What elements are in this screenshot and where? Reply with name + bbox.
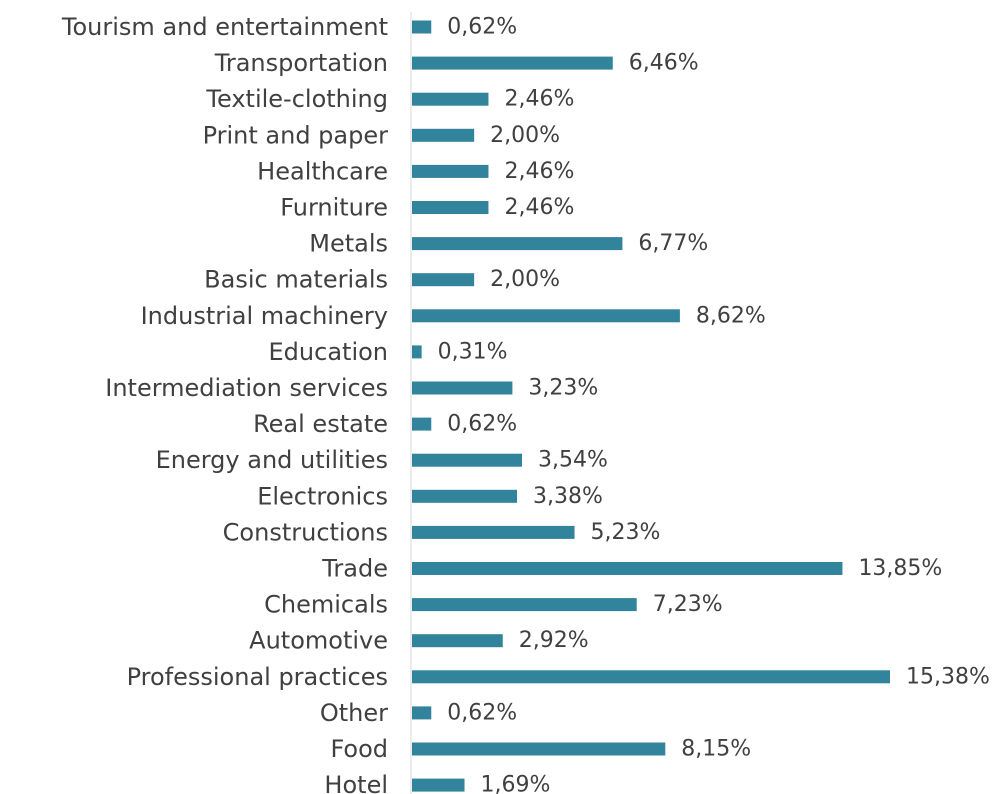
category-label-automotive: Automotive — [249, 627, 388, 655]
bar-intermediation-services — [412, 381, 513, 395]
category-label-tourism-and-entertainment: Tourism and entertainment — [61, 13, 388, 41]
category-label-healthcare: Healthcare — [257, 157, 388, 185]
category-label-transportation: Transportation — [214, 49, 388, 77]
bar-real-estate — [412, 417, 432, 431]
value-label-trade: 13,85% — [858, 556, 942, 581]
value-label-electronics: 3,38% — [533, 484, 603, 509]
bar-trade — [412, 562, 843, 575]
category-label-real-estate: Real estate — [253, 410, 388, 438]
category-label-hotel: Hotel — [324, 771, 388, 794]
bar-industrial-machinery — [412, 309, 680, 323]
category-label-chemicals: Chemicals — [264, 591, 388, 619]
category-label-professional-practices: Professional practices — [127, 663, 388, 691]
value-label-chemicals: 7,23% — [653, 592, 723, 617]
category-label-print-and-paper: Print and paper — [203, 121, 389, 149]
value-label-other: 0,62% — [447, 700, 517, 725]
bar-healthcare — [412, 164, 489, 178]
bar-print-and-paper — [412, 128, 475, 142]
value-label-real-estate: 0,62% — [447, 412, 517, 437]
value-label-textile-clothing: 2,46% — [504, 87, 574, 112]
bar-hotel — [412, 778, 465, 792]
value-label-hotel: 1,69% — [481, 773, 551, 794]
category-label-trade: Trade — [321, 555, 388, 583]
bar-food — [412, 742, 666, 756]
category-label-food: Food — [330, 735, 388, 763]
bar-constructions — [412, 525, 575, 539]
category-label-basic-materials: Basic materials — [204, 266, 388, 294]
category-label-education: Education — [269, 338, 388, 366]
category-label-textile-clothing: Textile-clothing — [205, 85, 388, 113]
value-label-intermediation-services: 3,23% — [528, 376, 598, 401]
value-label-transportation: 6,46% — [629, 51, 699, 76]
value-label-energy-and-utilities: 3,54% — [538, 448, 608, 473]
bar-transportation — [412, 56, 613, 70]
bar-automotive — [412, 634, 503, 648]
bar-furniture — [412, 201, 489, 214]
value-label-furniture: 2,46% — [504, 195, 574, 220]
value-label-healthcare: 2,46% — [504, 159, 574, 184]
value-label-tourism-and-entertainment: 0,62% — [447, 15, 517, 40]
category-label-metals: Metals — [309, 230, 388, 258]
bar-electronics — [412, 489, 518, 503]
category-label-furniture: Furniture — [280, 194, 388, 222]
bar-professional-practices — [412, 670, 890, 684]
value-label-metals: 6,77% — [638, 231, 708, 256]
category-label-constructions: Constructions — [223, 518, 388, 546]
bar-metals — [412, 237, 623, 251]
value-label-print-and-paper: 2,00% — [490, 123, 560, 148]
category-label-industrial-machinery: Industrial machinery — [141, 302, 388, 330]
value-label-professional-practices: 15,38% — [906, 664, 990, 689]
value-label-constructions: 5,23% — [591, 520, 661, 545]
category-label-electronics: Electronics — [257, 482, 388, 510]
bar-chemicals — [412, 598, 637, 612]
value-label-automotive: 2,92% — [519, 628, 589, 653]
value-label-industrial-machinery: 8,62% — [696, 303, 766, 328]
bar-tourism-and-entertainment — [412, 20, 432, 34]
value-label-food: 8,15% — [681, 737, 751, 762]
bar-energy-and-utilities — [412, 453, 523, 467]
category-label-intermediation-services: Intermediation services — [105, 374, 388, 402]
value-label-education: 0,31% — [438, 339, 508, 364]
bar-education — [412, 345, 422, 359]
category-label-other: Other — [320, 699, 388, 727]
bar-other — [412, 706, 432, 720]
bar-basic-materials — [412, 273, 475, 287]
bars-layer: Tourism and entertainment 0,62% Transporta… — [61, 13, 990, 794]
value-label-basic-materials: 2,00% — [490, 267, 560, 292]
bar-textile-clothing — [412, 92, 489, 106]
category-label-energy-and-utilities: Energy and utilities — [156, 446, 388, 474]
